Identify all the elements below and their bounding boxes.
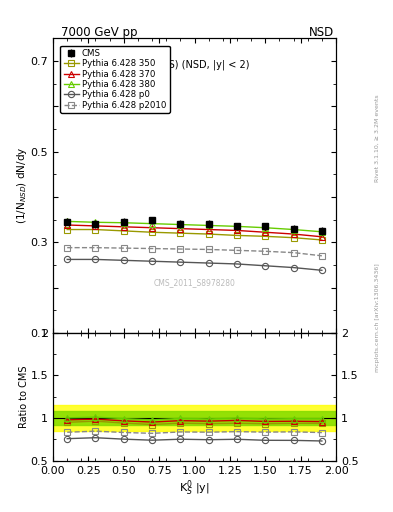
Pythia 6.428 350	[93, 226, 98, 232]
Pythia 6.428 p0	[65, 257, 70, 263]
Pythia 6.428 p0	[178, 259, 183, 265]
Line: Pythia 6.428 p0: Pythia 6.428 p0	[64, 257, 325, 273]
Pythia 6.428 p2010	[150, 245, 154, 251]
Pythia 6.428 p0	[121, 257, 126, 263]
Pythia 6.428 380	[65, 218, 70, 224]
Text: Rivet 3.1.10, ≥ 3.2M events: Rivet 3.1.10, ≥ 3.2M events	[375, 94, 380, 182]
Pythia 6.428 370	[150, 225, 154, 231]
Text: CMS_2011_S8978280: CMS_2011_S8978280	[154, 278, 235, 287]
Pythia 6.428 380	[291, 226, 296, 232]
Pythia 6.428 350	[320, 237, 324, 243]
Pythia 6.428 380	[150, 221, 154, 227]
X-axis label: K$^0_S$ |y|: K$^0_S$ |y|	[179, 478, 210, 498]
Pythia 6.428 370	[263, 229, 268, 236]
Text: mcplots.cern.ch [arXiv:1306.3436]: mcplots.cern.ch [arXiv:1306.3436]	[375, 263, 380, 372]
Pythia 6.428 350	[291, 234, 296, 241]
Pythia 6.428 380	[121, 220, 126, 226]
Pythia 6.428 380	[206, 222, 211, 228]
Y-axis label: Ratio to CMS: Ratio to CMS	[19, 366, 29, 428]
Pythia 6.428 p2010	[93, 245, 98, 251]
Pythia 6.428 370	[93, 223, 98, 229]
Pythia 6.428 350	[263, 233, 268, 240]
Pythia 6.428 370	[320, 233, 324, 240]
Pythia 6.428 p2010	[320, 253, 324, 259]
Pythia 6.428 p0	[206, 260, 211, 266]
Line: Pythia 6.428 350: Pythia 6.428 350	[64, 226, 325, 243]
Pythia 6.428 350	[235, 232, 239, 239]
Pythia 6.428 p2010	[178, 246, 183, 252]
Pythia 6.428 370	[121, 224, 126, 230]
Pythia 6.428 p0	[150, 258, 154, 264]
Pythia 6.428 370	[178, 226, 183, 232]
Line: Pythia 6.428 370: Pythia 6.428 370	[64, 222, 325, 240]
Pythia 6.428 p2010	[206, 246, 211, 252]
Pythia 6.428 370	[65, 222, 70, 228]
Pythia 6.428 p2010	[235, 247, 239, 253]
Line: Pythia 6.428 380: Pythia 6.428 380	[64, 218, 325, 235]
Pythia 6.428 380	[235, 223, 239, 229]
Pythia 6.428 380	[263, 225, 268, 231]
Pythia 6.428 350	[65, 226, 70, 232]
Text: NSD: NSD	[309, 26, 334, 38]
Pythia 6.428 p2010	[263, 248, 268, 254]
Line: Pythia 6.428 p2010: Pythia 6.428 p2010	[64, 245, 325, 259]
Pythia 6.428 350	[150, 229, 154, 236]
Pythia 6.428 p0	[93, 257, 98, 263]
Bar	[53, 411, 336, 425]
Y-axis label: (1/N$_{NSD}$) dN/dy: (1/N$_{NSD}$) dN/dy	[15, 147, 29, 224]
Pythia 6.428 350	[206, 231, 211, 237]
Bar	[53, 406, 336, 431]
Legend: CMS, Pythia 6.428 350, Pythia 6.428 370, Pythia 6.428 380, Pythia 6.428 p0, Pyth: CMS, Pythia 6.428 350, Pythia 6.428 370,…	[60, 46, 169, 113]
Pythia 6.428 p0	[320, 267, 324, 273]
Pythia 6.428 370	[206, 226, 211, 232]
Pythia 6.428 380	[320, 229, 324, 235]
Pythia 6.428 p2010	[291, 249, 296, 255]
Pythia 6.428 370	[235, 227, 239, 233]
Pythia 6.428 p2010	[121, 245, 126, 251]
Pythia 6.428 350	[121, 228, 126, 234]
Text: 7000 GeV pp: 7000 GeV pp	[61, 26, 138, 38]
Pythia 6.428 370	[291, 231, 296, 237]
Pythia 6.428 350	[178, 230, 183, 236]
Pythia 6.428 p0	[263, 263, 268, 269]
Text: |y|(K0S) (NSD, |y| < 2): |y|(K0S) (NSD, |y| < 2)	[140, 59, 249, 70]
Pythia 6.428 p0	[235, 261, 239, 267]
Pythia 6.428 p0	[291, 265, 296, 271]
Pythia 6.428 380	[178, 222, 183, 228]
Pythia 6.428 380	[93, 219, 98, 225]
Pythia 6.428 p2010	[65, 245, 70, 251]
